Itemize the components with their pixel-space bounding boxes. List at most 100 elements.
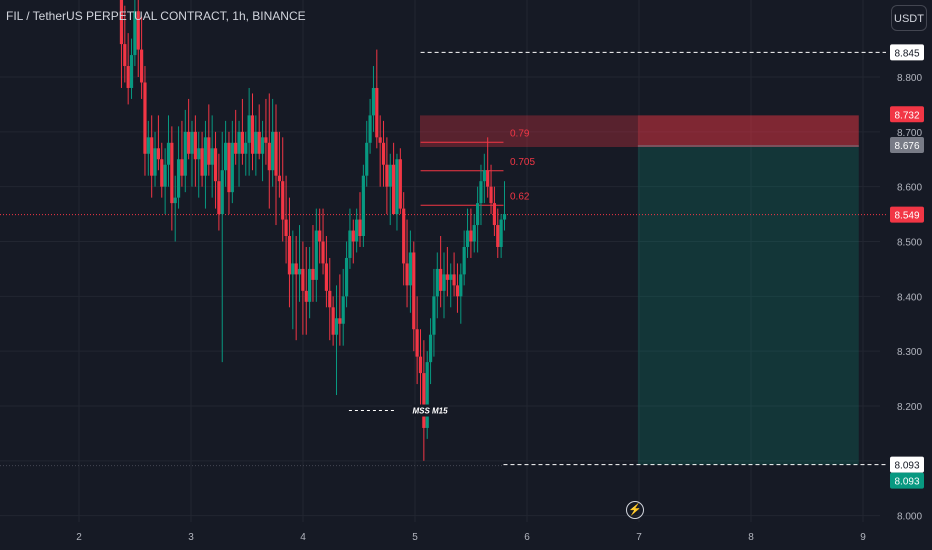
candle-body	[459, 274, 463, 297]
price-tag-label: 8.845	[894, 48, 919, 59]
candle-body	[240, 131, 245, 154]
candle-body	[213, 148, 218, 182]
candle-body	[371, 87, 376, 116]
candle-body	[469, 230, 473, 242]
candle-body	[207, 137, 211, 165]
candle-body	[163, 164, 167, 187]
candle-body	[140, 49, 144, 83]
fib-label: 0.79	[510, 128, 530, 139]
y-tick-label: 8.700	[897, 128, 922, 139]
candle-body	[153, 148, 157, 176]
y-tick-label: 8.600	[897, 183, 922, 194]
candle-body	[271, 131, 275, 171]
candle-body	[291, 263, 295, 275]
candle-body	[442, 274, 446, 291]
stop-loss-zone	[637, 115, 859, 147]
candles	[119, 0, 507, 461]
candle-body	[412, 252, 416, 330]
candle-body	[311, 268, 315, 280]
candle-body	[496, 225, 500, 247]
candle-body	[281, 181, 285, 220]
candle-body	[476, 203, 480, 226]
mss-label-bg	[412, 404, 448, 417]
y-tick-label: 8.800	[897, 73, 922, 84]
price-tag-label: 8.732	[894, 110, 919, 121]
candle-body	[348, 230, 352, 258]
candle-body	[492, 203, 497, 226]
candle-body	[398, 159, 402, 209]
candle-body	[455, 285, 460, 297]
candle-body	[388, 164, 392, 187]
candle-body	[160, 159, 164, 187]
candle-body	[301, 268, 305, 291]
x-tick-label: 3	[188, 532, 194, 543]
axes: 8.000 8.200 8.300 8.400 8.500 8.600 8.700 8.800…	[76, 44, 924, 543]
reference-lines	[0, 51, 886, 467]
candle-body	[392, 164, 396, 215]
y-tick-label: 8.400	[897, 292, 922, 303]
candle-body	[418, 356, 423, 374]
candle-body	[344, 257, 349, 297]
candle-body	[428, 334, 433, 363]
lightning-icon[interactable]: ⚡	[626, 501, 644, 519]
candle-body	[361, 175, 365, 237]
candle-body	[304, 290, 308, 302]
candle-body	[180, 159, 184, 176]
price-tag-label: 8.093	[894, 477, 919, 488]
candle-body	[190, 131, 194, 154]
candle-body	[331, 307, 335, 335]
candle-body	[318, 230, 322, 242]
candle-body	[126, 66, 130, 88]
candle-body	[257, 131, 261, 154]
candle-body	[449, 274, 453, 280]
stop-zone-band	[420, 115, 859, 147]
candle-body	[378, 137, 382, 143]
candle-body	[328, 290, 332, 308]
candle-body	[264, 137, 268, 143]
candle-body	[482, 170, 486, 182]
candle-body	[234, 142, 238, 154]
candle-body	[146, 137, 150, 154]
y-tick-label: 8.500	[897, 237, 922, 248]
symbol-title: FIL / TetherUS PERPETUAL CONTRACT, 1h, B…	[6, 9, 306, 23]
candle-body	[119, 0, 124, 45]
candle-body	[254, 131, 258, 154]
candle-body	[502, 214, 507, 220]
candle-body	[250, 115, 255, 154]
candle-body	[237, 131, 241, 154]
candle-body	[200, 148, 204, 176]
candle-body	[136, 11, 140, 50]
price-tag-take-profit	[890, 472, 924, 489]
price-tag-label: 8.549	[894, 211, 919, 222]
y-tick-label: 8.300	[897, 347, 922, 358]
candle-body	[143, 82, 147, 154]
candle-body	[452, 274, 456, 286]
fib-label: 0.705	[510, 157, 535, 168]
candle-body	[230, 142, 234, 193]
fib-label: 0.62	[510, 191, 530, 202]
price-tag-entry	[890, 136, 924, 153]
y-tick-label: 8.000	[897, 512, 922, 523]
candle-body	[435, 268, 439, 297]
candle-body	[365, 142, 369, 176]
candle-body	[123, 44, 127, 67]
candle-body	[385, 164, 389, 187]
currency-button[interactable]: USDT	[891, 5, 927, 31]
candle-body	[472, 225, 476, 242]
candle-body	[260, 137, 265, 154]
candle-body	[358, 219, 362, 237]
chart-labels: MSS M15 0.79 0.705 0.62	[412, 128, 535, 417]
candle-body	[197, 148, 201, 160]
candle-body	[368, 115, 372, 143]
x-tick-label: 7	[636, 532, 642, 543]
price-tag-label: 8.093	[894, 461, 919, 472]
candle-body	[277, 175, 281, 182]
candle-body	[314, 230, 318, 280]
candle-body	[244, 142, 248, 154]
candle-body	[227, 142, 231, 193]
candle-body	[308, 268, 312, 302]
price-tag-stop-loss	[890, 106, 924, 123]
candle-body	[425, 362, 429, 428]
price-tag-label: 8.676	[894, 141, 919, 152]
